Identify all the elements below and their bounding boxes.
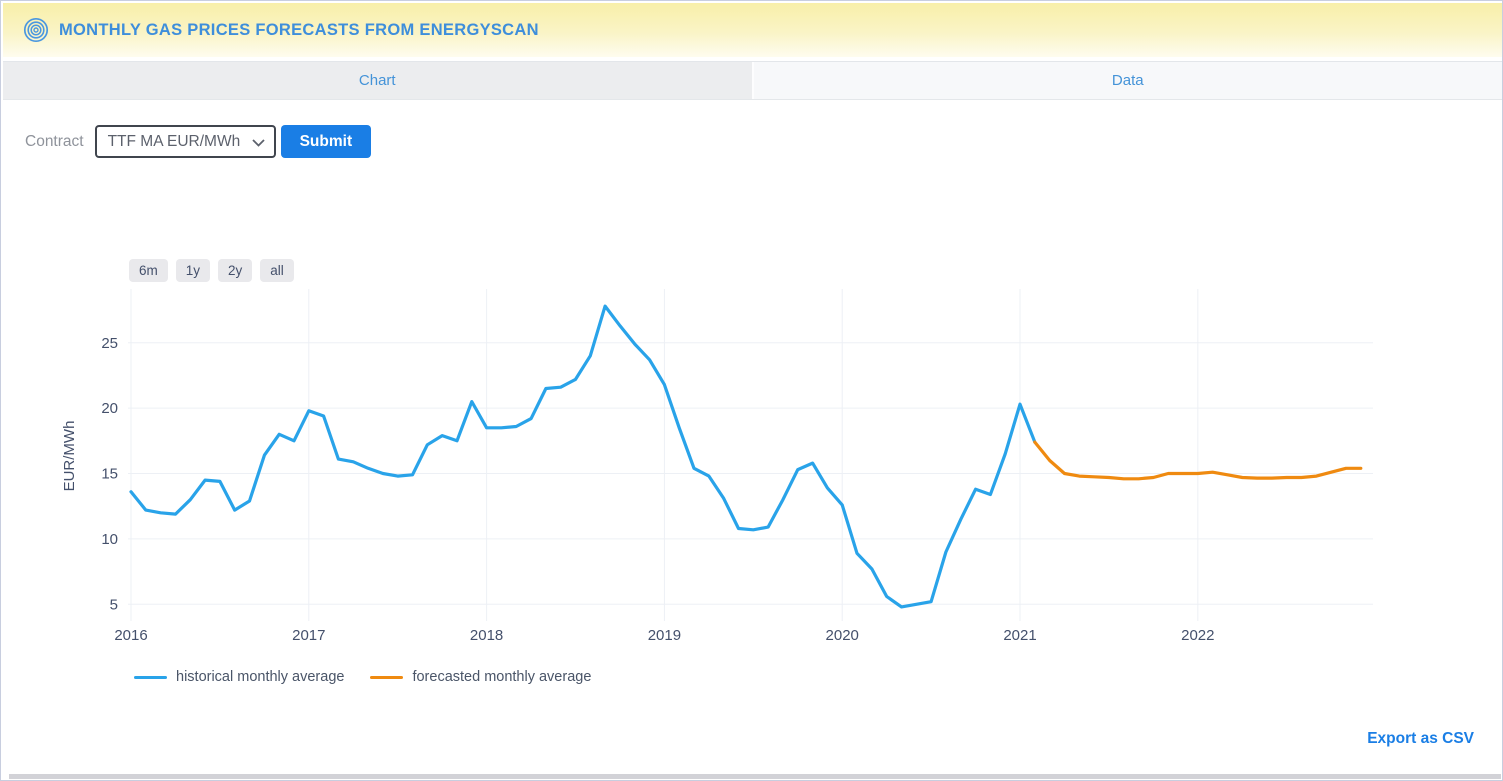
- tab-data[interactable]: Data: [751, 62, 1502, 99]
- price-line-chart: 5 10 15 20 25 2016 2017 2018 2019 2020 2021 2022 EUR…: [61, 289, 1373, 644]
- chart-legend: historical monthly average forecasted mo…: [134, 669, 591, 685]
- chevron-down-icon: [251, 139, 265, 147]
- legend-label: forecasted monthly average: [412, 669, 592, 685]
- tab-chart[interactable]: Chart: [3, 62, 752, 99]
- range-button-6m[interactable]: 6m: [129, 259, 168, 282]
- energyscan-logo-icon: [23, 17, 49, 43]
- range-button-all[interactable]: all: [260, 259, 294, 282]
- historical-line: [129, 304, 1037, 609]
- legend-item-historical[interactable]: historical monthly average: [134, 669, 344, 685]
- y-tick-label: 25: [101, 335, 118, 352]
- x-tick-label: 2020: [826, 627, 859, 644]
- range-button-1y[interactable]: 1y: [175, 259, 211, 282]
- submit-button[interactable]: Submit: [280, 125, 372, 158]
- y-tick-label: 5: [110, 596, 118, 613]
- y-tick-label: 20: [101, 400, 118, 417]
- y-axis-title: EUR/MWh: [61, 421, 78, 492]
- y-tick-label: 15: [101, 466, 118, 483]
- x-tick-label: 2019: [648, 627, 681, 644]
- x-tick-label: 2018: [470, 627, 503, 644]
- tab-bar: Chart Data: [3, 61, 1502, 100]
- x-tick-label: 2021: [1003, 627, 1036, 644]
- page-title: MONTHLY GAS PRICES FORECASTS FROM ENERGY…: [59, 20, 539, 39]
- export-csv-link[interactable]: Export as CSV: [1367, 730, 1474, 747]
- x-tick-label: 2022: [1181, 627, 1214, 644]
- contract-controls: Contract TTF MA EUR/MWh Submit: [25, 125, 372, 158]
- chart-range-buttons: 6m 1y 2y all: [129, 259, 294, 282]
- legend-swatch: [134, 675, 167, 679]
- contract-select[interactable]: TTF MA EUR/MWh: [94, 125, 276, 158]
- legend-label: historical monthly average: [176, 669, 345, 685]
- x-tick-label: 2016: [114, 627, 147, 644]
- contract-select-value: TTF MA EUR/MWh: [107, 132, 241, 150]
- forecast-line: [1033, 440, 1363, 481]
- range-button-2y[interactable]: 2y: [218, 259, 253, 282]
- contract-label: Contract: [25, 132, 84, 150]
- app-header: MONTHLY GAS PRICES FORECASTS FROM ENERGY…: [3, 3, 1502, 57]
- legend-item-forecast[interactable]: forecasted monthly average: [370, 669, 591, 685]
- x-tick-label: 2017: [292, 627, 325, 644]
- legend-swatch: [370, 675, 404, 679]
- y-tick-label: 10: [101, 531, 118, 548]
- horizontal-scrollbar[interactable]: [9, 774, 1501, 779]
